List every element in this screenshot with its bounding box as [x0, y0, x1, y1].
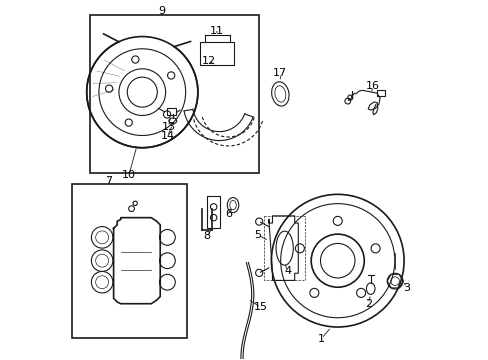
Text: 7: 7 [104, 176, 112, 186]
Bar [90, 15, 258, 173]
Text: 11: 11 [209, 26, 224, 36]
Bar [206, 196, 220, 228]
Text: 10: 10 [122, 170, 136, 180]
Text: 4: 4 [284, 266, 290, 276]
Text: 16: 16 [365, 81, 379, 91]
Text: 9: 9 [158, 6, 165, 16]
Bar [376, 90, 384, 96]
Text: 12: 12 [201, 56, 215, 66]
Text: 8: 8 [203, 231, 210, 240]
Text: 6: 6 [224, 209, 231, 219]
Text: 15: 15 [253, 302, 267, 312]
Text: 14: 14 [160, 131, 174, 141]
Text: 13: 13 [161, 122, 175, 132]
Text: 2: 2 [364, 299, 371, 309]
Bar [199, 42, 233, 65]
Bar [72, 184, 187, 338]
Text: 3: 3 [402, 283, 409, 293]
Text: 5: 5 [254, 230, 261, 240]
Text: 17: 17 [273, 68, 287, 78]
Text: 1: 1 [318, 333, 325, 343]
Bar [166, 108, 175, 116]
